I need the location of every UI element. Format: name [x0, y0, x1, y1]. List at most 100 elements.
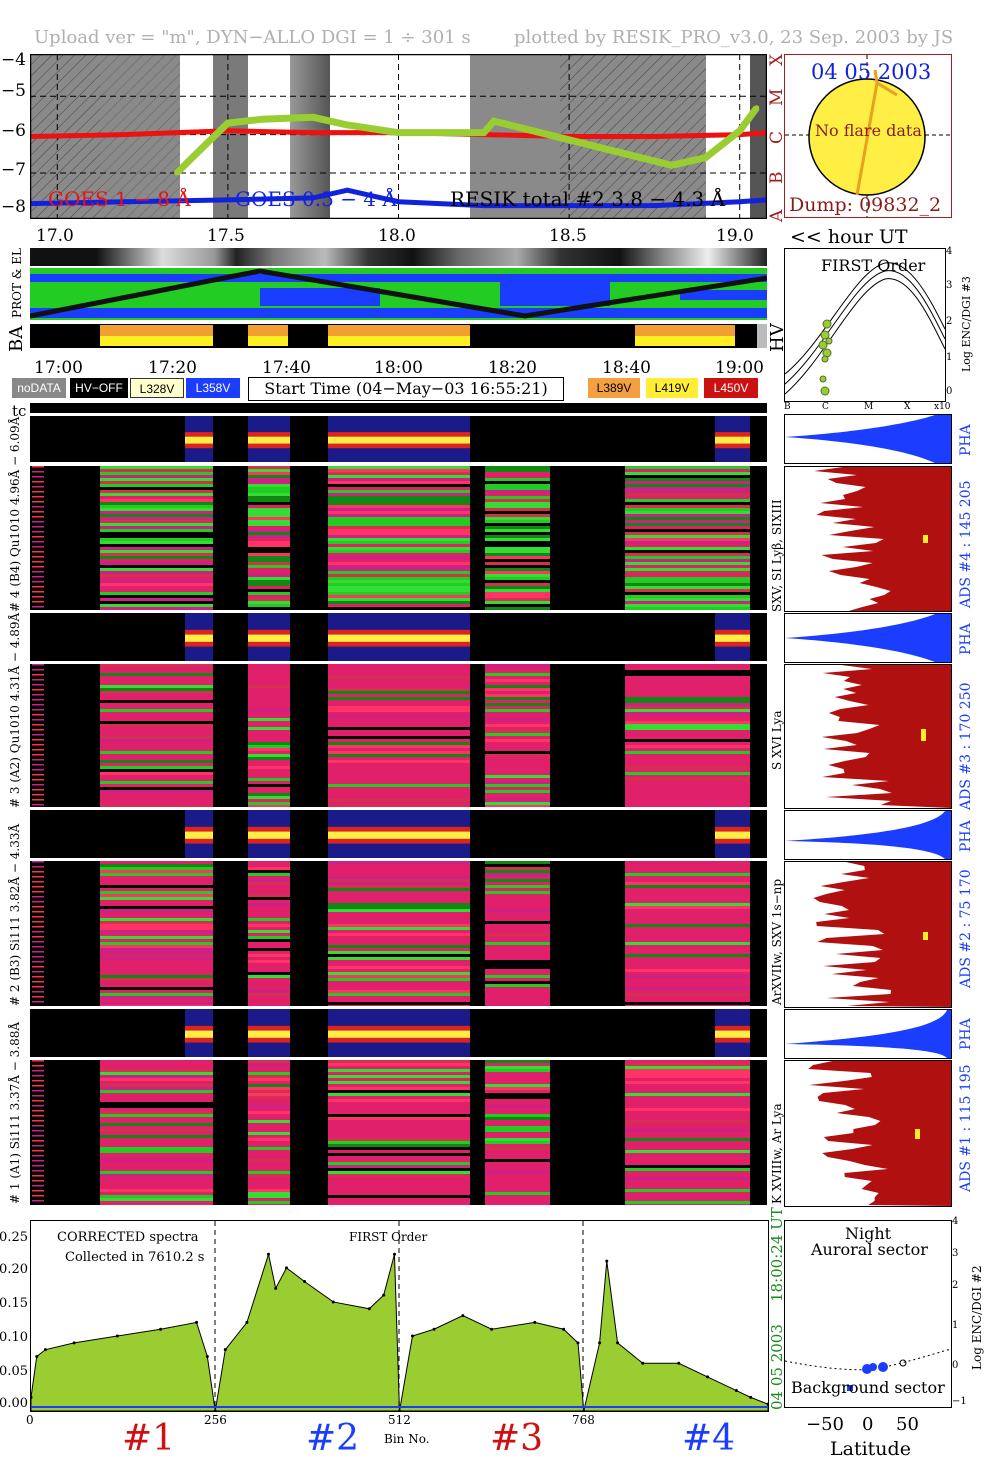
- first-order-ylabel: Log ENC/DGI #3: [960, 276, 973, 372]
- ads-plot: [784, 1060, 952, 1207]
- spectrum-plot: CORRECTED spectra Collected in 7610.2 s …: [29, 1220, 770, 1413]
- pha-strip: [30, 613, 767, 661]
- lat-background: Background sector: [791, 1378, 945, 1397]
- data-point: [396, 199, 401, 205]
- status-bar-hv: [30, 324, 767, 348]
- data-point: [481, 130, 487, 136]
- first-order-xtick: X: [904, 402, 911, 412]
- status-bar-prot: [29, 268, 768, 320]
- ads-plot: [784, 861, 952, 1008]
- goes-xtick: 17.0: [36, 226, 74, 246]
- data-point: [651, 203, 657, 209]
- time-tick: 18:00: [374, 358, 423, 378]
- data-point: [562, 1327, 566, 1331]
- ads-plot: [784, 466, 952, 612]
- legend-l419: L419V: [646, 378, 698, 398]
- spectrogram-texture: [32, 664, 750, 808]
- sun-panel: 04 05 2003 No flare data Dump: 09832_2: [784, 54, 952, 218]
- data-point: [410, 1334, 414, 1338]
- goes-plot-svg: GOES 1 − 8 Å GOES 0.5 − 4 Å RESIK total …: [27, 53, 770, 220]
- data-point: [734, 1389, 738, 1393]
- data-point: [703, 155, 709, 161]
- data-point: [382, 1293, 386, 1297]
- first-order-ytick: 0: [946, 386, 953, 397]
- spectrum-xtick: 256: [204, 1413, 227, 1427]
- spectrogram-panel: [30, 664, 767, 808]
- pha-hist: [784, 1009, 952, 1059]
- data-point: [123, 132, 129, 138]
- lat-ytick: 1: [952, 1320, 959, 1331]
- data-point: [331, 1300, 335, 1304]
- spectrum-xtick: 0: [26, 1413, 34, 1427]
- latitude-plot: Night Auroral sector Background sector: [784, 1220, 952, 1408]
- status-bar-gray: [30, 248, 767, 266]
- data-point: [201, 143, 207, 149]
- legend-hvoff: HV−OFF: [70, 378, 128, 398]
- channel-label-4: #4: [682, 1418, 736, 1459]
- data-point: [344, 187, 350, 193]
- data-point: [737, 199, 743, 205]
- spectrum-area: [30, 1252, 769, 1412]
- lat-ytick: 4: [952, 1216, 959, 1227]
- data-point: [432, 1327, 436, 1331]
- data-point: [754, 105, 760, 111]
- spectrum-svg: CORRECTED spectra Collected in 7610.2 s …: [29, 1221, 770, 1413]
- header-right: plotted by RESIK_PRO_v3.0, 23 Sep. 2003 …: [514, 27, 954, 48]
- data-point: [310, 130, 316, 136]
- data-point: [706, 1375, 710, 1379]
- spectrogram-texture: [32, 861, 750, 1008]
- channel2-lines: ArXVIIw, SXV 1s−np: [770, 878, 784, 1005]
- data-point: [491, 118, 497, 124]
- spectrum-xlabel: Bin No.: [384, 1432, 430, 1446]
- sun-svg: 04 05 2003 No flare data Dump: 09832_2: [785, 55, 951, 217]
- data-point: [461, 1314, 465, 1318]
- data-point: [225, 120, 231, 126]
- data-point: [605, 1259, 609, 1263]
- data-point: [274, 1286, 278, 1290]
- ads1-label: ADS #1 : 115 195: [958, 1064, 974, 1192]
- shade-region: [750, 54, 767, 219]
- sun-note: No flare data: [815, 121, 922, 140]
- legend-l328: L328V: [130, 378, 184, 398]
- data-point: [195, 1320, 199, 1324]
- lat-yticks: 4 3 2 1 0 −1: [952, 1216, 967, 1416]
- pha-label: PHA: [958, 424, 974, 456]
- spectrum-ytick: 0.10: [0, 1330, 28, 1345]
- data-point: [35, 1354, 39, 1358]
- data-point: [310, 195, 316, 201]
- lat-xtick: 50: [896, 1414, 919, 1435]
- tc-label: tc: [12, 402, 27, 420]
- first-order-title: FIRST Order: [821, 256, 926, 275]
- lat-ytick: −1: [952, 1396, 967, 1407]
- legend-goes-blue: GOES 0.5 − 4 Å: [235, 186, 397, 211]
- data-point: [29, 1395, 33, 1399]
- goes-plot: GOES 1 − 8 Å GOES 0.5 − 4 Å RESIK total …: [27, 53, 770, 220]
- data-point: [223, 1348, 227, 1352]
- lat-ylabel: Log ENC/DGI #2: [970, 1265, 984, 1370]
- pha-hist: [784, 810, 952, 860]
- pha-label: PHA: [958, 1018, 974, 1050]
- pha-label: PHA: [958, 623, 974, 655]
- legend-nodata: noDATA: [12, 378, 66, 398]
- spectrogram-texture: [32, 466, 750, 610]
- data-point: [533, 1320, 537, 1324]
- channel1-label: # 1 (A1) Si111 3.37Å − 3.88Å: [8, 1021, 22, 1204]
- time-tick: 19:00: [715, 358, 764, 378]
- spectrogram-texture: [32, 1060, 750, 1207]
- data-point: [737, 128, 743, 134]
- pha-strip: [30, 810, 767, 858]
- data-point: [259, 116, 265, 122]
- legend-l358: L358V: [186, 378, 240, 398]
- spectrogram-panel: [30, 466, 767, 610]
- lat-ytick: 2: [952, 1280, 959, 1291]
- data-point: [267, 1252, 271, 1256]
- goes-ytick-area: −4 −5 −6 −7 −8: [0, 50, 28, 225]
- spectrum-xtick: 512: [388, 1413, 411, 1427]
- pha-hist: [784, 613, 952, 663]
- goes-ytick: −6: [0, 121, 26, 141]
- spectrum-ytick: 0.15: [0, 1296, 28, 1311]
- ads-plot: [784, 664, 952, 809]
- pha-texture: [185, 810, 750, 858]
- spectrum-ytick: 0.05: [0, 1364, 28, 1379]
- spectrum-order: FIRST Order: [349, 1230, 427, 1244]
